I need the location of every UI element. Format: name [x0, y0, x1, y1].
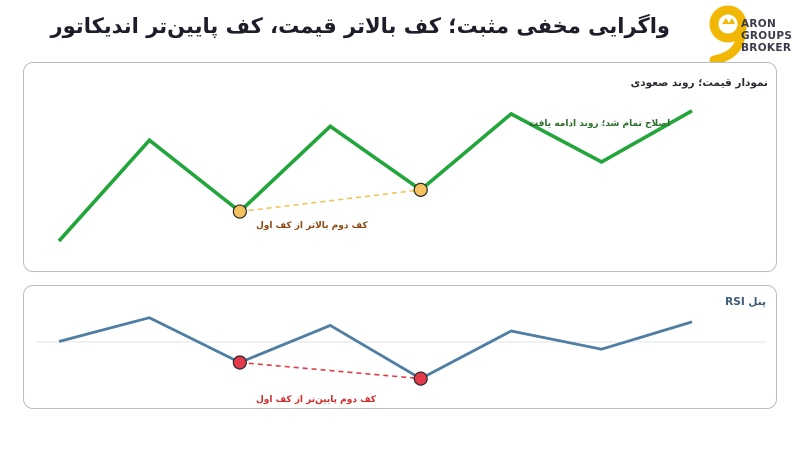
logo-nine-icon — [709, 5, 747, 65]
page-title: واگرایی مخفی مثبت؛ کف بالاتر قیمت، کف پا… — [50, 14, 670, 38]
rsi-low-marker-2 — [413, 371, 428, 386]
rsi-low-marker-1 — [232, 355, 247, 370]
price-low-marker-1 — [232, 204, 247, 219]
rsi-dashed-trendline — [239, 361, 421, 380]
logo-text-line-2: GROUPS — [741, 30, 793, 42]
price-low-marker-2 — [413, 182, 428, 197]
correction-note: اصلاح تمام شد؛ روند ادامه یافت — [529, 119, 671, 129]
price-chart — [57, 109, 693, 243]
price-panel-label: نمودار قیمت؛ روند صعودی — [630, 77, 768, 89]
rsi-panel: پنل RSI کف دوم پایین‌تر از کف اول — [23, 285, 777, 409]
rsi-panel-label: پنل RSI — [725, 296, 766, 308]
price-series-line — [57, 109, 693, 243]
price-low-note: کف دوم بالاتر از کف اول — [256, 221, 368, 231]
logo-text-line-1: ARON — [741, 18, 777, 30]
price-dashed-trendline — [239, 189, 421, 213]
brand-logo — [700, 2, 800, 65]
rsi-chart — [36, 316, 766, 386]
rsi-low-note: کف دوم پایین‌تر از کف اول — [256, 395, 377, 405]
logo-text-line-3: BROKER — [741, 42, 792, 54]
rsi-series-line — [58, 316, 693, 381]
price-chart-panel: نمودار قیمت؛ روند صعودی اصلاح تمام شد؛ ر… — [23, 62, 777, 272]
